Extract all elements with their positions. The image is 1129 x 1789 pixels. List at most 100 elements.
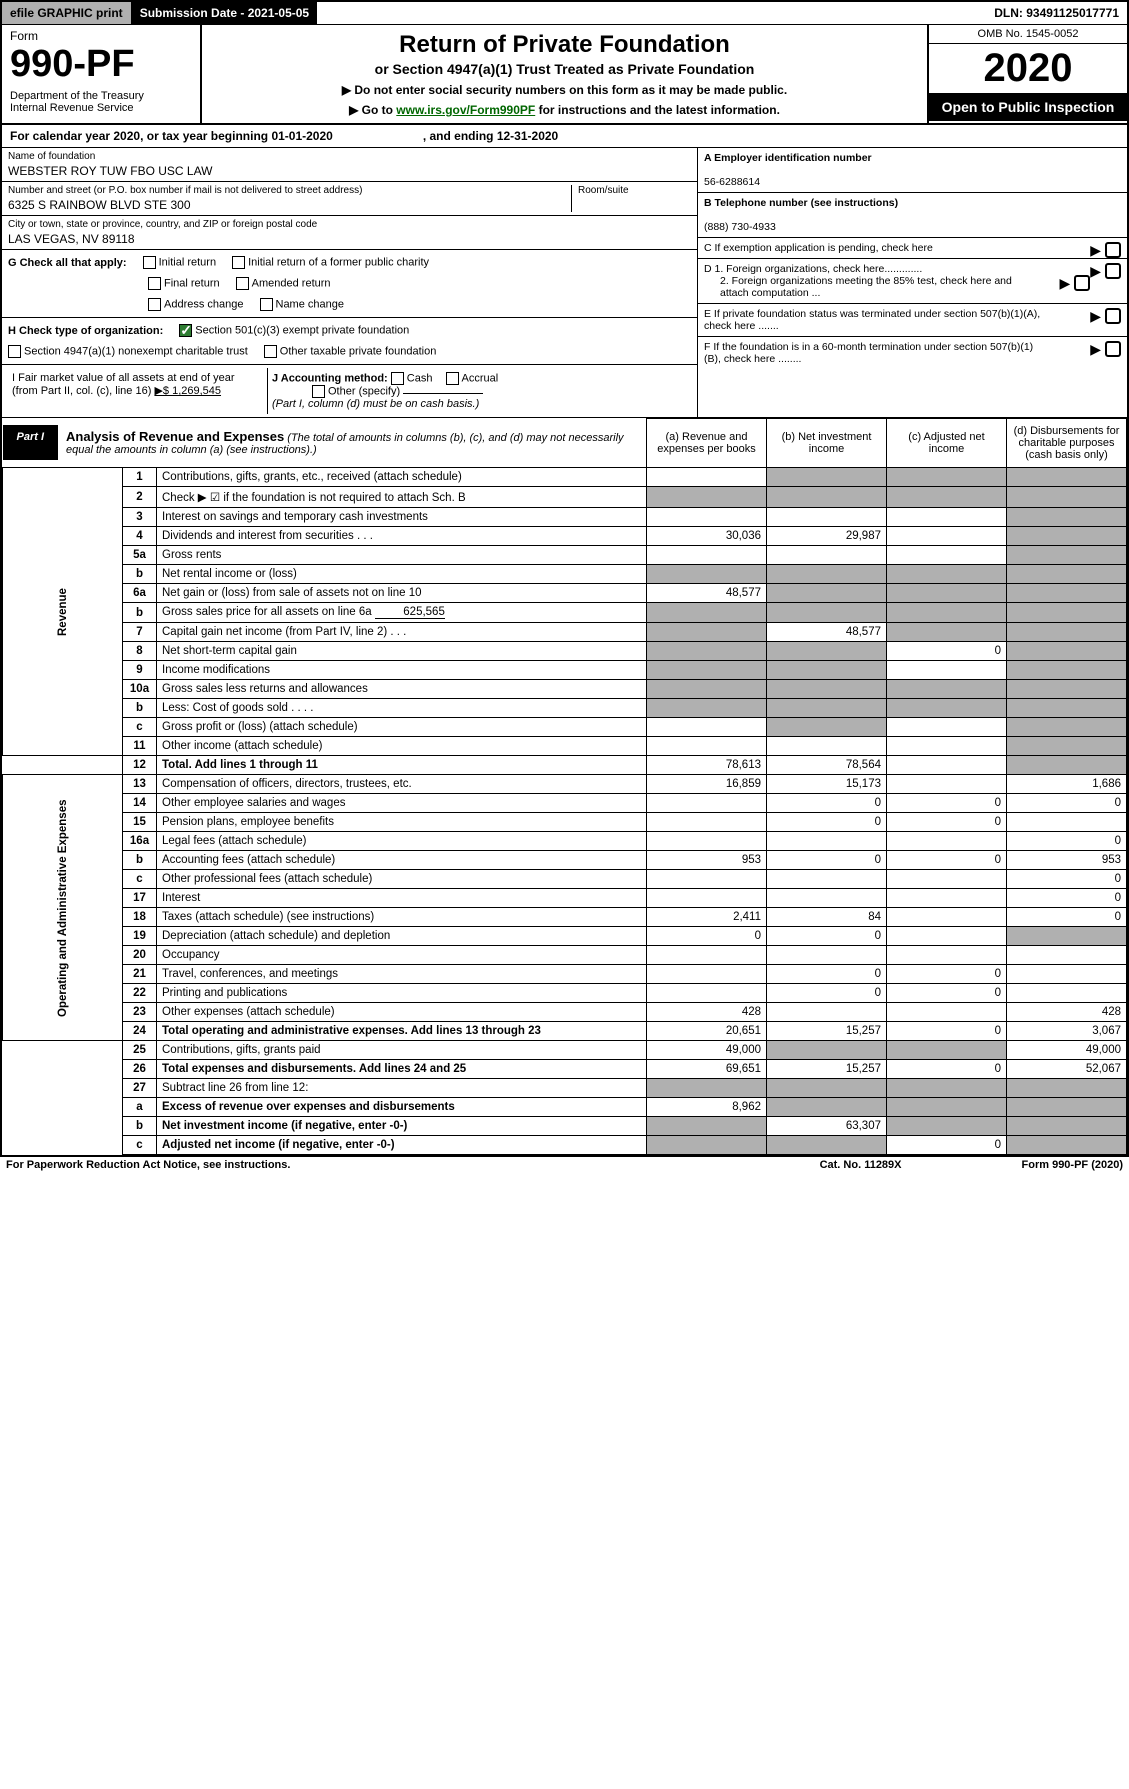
entity-right: A Employer identification number 56-6288… — [697, 148, 1127, 417]
table-row: aExcess of revenue over expenses and dis… — [3, 1098, 1127, 1117]
f-label: F If the foundation is in a 60-month ter… — [704, 341, 1044, 365]
initial-return-checkbox[interactable] — [143, 256, 156, 269]
header-right: OMB No. 1545-0052 2020 Open to Public In… — [927, 25, 1127, 123]
part1-title: Analysis of Revenue and Expenses — [66, 429, 284, 444]
footer-mid: Cat. No. 11289X — [820, 1159, 902, 1171]
table-row: cGross profit or (loss) (attach schedule… — [3, 718, 1127, 737]
header-left: Form 990-PF Department of the Treasury I… — [2, 25, 202, 123]
row-num: 1 — [123, 468, 157, 487]
table-row: cAdjusted net income (if negative, enter… — [3, 1136, 1127, 1155]
h-checks: H Check type of organization: Section 50… — [2, 317, 697, 364]
header-note-2: ▶ Go to www.irs.gov/Form990PF for instru… — [208, 103, 921, 117]
table-row: 2Check ▶ ☑ if the foundation is not requ… — [3, 487, 1127, 508]
table-row: 6aNet gain or (loss) from sale of assets… — [3, 584, 1127, 603]
i-j-row: I Fair market value of all assets at end… — [2, 364, 697, 417]
ein-label: A Employer identification number — [704, 152, 872, 164]
f-checkbox[interactable] — [1105, 341, 1121, 357]
g-label: G Check all that apply: — [8, 257, 127, 269]
department: Department of the Treasury Internal Reve… — [10, 90, 192, 114]
table-row: cOther professional fees (attach schedul… — [3, 870, 1127, 889]
amended-return-label: Amended return — [252, 277, 331, 289]
header-center: Return of Private Foundation or Section … — [202, 25, 927, 123]
instructions-link[interactable]: www.irs.gov/Form990PF — [396, 103, 535, 117]
4947-label: Section 4947(a)(1) nonexempt charitable … — [24, 345, 248, 357]
amended-return-checkbox[interactable] — [236, 277, 249, 290]
city-cell: City or town, state or province, country… — [2, 216, 697, 250]
table-row: 12Total. Add lines 1 through 1178,61378,… — [3, 756, 1127, 775]
table-row: 4Dividends and interest from securities … — [3, 527, 1127, 546]
c-box: C If exemption application is pending, c… — [698, 238, 1127, 259]
accrual-checkbox[interactable] — [446, 372, 459, 385]
table-row: 16aLegal fees (attach schedule)0 — [3, 832, 1127, 851]
table-row: 9Income modifications — [3, 661, 1127, 680]
note2-pre: ▶ Go to — [349, 103, 396, 117]
table-row: 5aGross rents — [3, 546, 1127, 565]
other-taxable-checkbox[interactable] — [264, 345, 277, 358]
name-change-checkbox[interactable] — [260, 298, 273, 311]
table-row: bLess: Cost of goods sold . . . . — [3, 699, 1127, 718]
form-container: efile GRAPHIC print Submission Date - 20… — [0, 0, 1129, 1157]
501c3-label: Section 501(c)(3) exempt private foundat… — [195, 324, 409, 336]
table-row: bGross sales price for all assets on lin… — [3, 603, 1127, 623]
e-label: E If private foundation status was termi… — [704, 308, 1044, 332]
501c3-checkbox[interactable] — [179, 324, 192, 337]
other-method-label: Other (specify) — [328, 385, 400, 397]
cash-checkbox[interactable] — [391, 372, 404, 385]
address: 6325 S RAINBOW BLVD STE 300 — [8, 196, 571, 212]
top-bar: efile GRAPHIC print Submission Date - 20… — [2, 2, 1127, 25]
g-checks: G Check all that apply: Initial return I… — [2, 250, 697, 317]
h-label: H Check type of organization: — [8, 325, 163, 337]
accrual-label: Accrual — [462, 372, 499, 384]
footer: For Paperwork Reduction Act Notice, see … — [0, 1157, 1129, 1173]
table-row: Operating and Administrative Expenses 13… — [3, 775, 1127, 794]
row-desc: Contributions, gifts, grants, etc., rece… — [157, 468, 647, 487]
col-d-header: (d) Disbursements for charitable purpose… — [1007, 419, 1127, 468]
initial-return-label: Initial return — [159, 256, 216, 268]
table-row: 26Total expenses and disbursements. Add … — [3, 1060, 1127, 1079]
other-taxable-label: Other taxable private foundation — [280, 345, 437, 357]
form-title: Return of Private Foundation — [208, 31, 921, 59]
c-checkbox[interactable] — [1105, 242, 1121, 258]
address-cell: Number and street (or P.O. box number if… — [2, 182, 697, 216]
submission-date: Submission Date - 2021-05-05 — [132, 2, 317, 24]
d2-checkbox[interactable] — [1074, 275, 1090, 291]
col-a-header: (a) Revenue and expenses per books — [647, 419, 767, 468]
ein-box: A Employer identification number 56-6288… — [698, 148, 1127, 193]
d-box: D 1. Foreign organizations, check here..… — [698, 259, 1127, 304]
final-return-label: Final return — [164, 277, 220, 289]
entity-info: Name of foundation WEBSTER ROY TUW FBO U… — [2, 148, 1127, 418]
other-method-checkbox[interactable] — [312, 385, 325, 398]
table-row: 7Capital gain net income (from Part IV, … — [3, 623, 1127, 642]
form-subtitle: or Section 4947(a)(1) Trust Treated as P… — [208, 61, 921, 77]
table-row: 14Other employee salaries and wages000 — [3, 794, 1127, 813]
initial-former-checkbox[interactable] — [232, 256, 245, 269]
city-label: City or town, state or province, country… — [8, 219, 691, 230]
d1-label: D 1. Foreign organizations, check here..… — [704, 263, 922, 275]
other-method-fill[interactable] — [403, 393, 483, 394]
d1-checkbox[interactable] — [1105, 263, 1121, 279]
e-checkbox[interactable] — [1105, 308, 1121, 324]
form-label: Form — [10, 29, 192, 43]
omb-number: OMB No. 1545-0052 — [929, 25, 1127, 44]
part1-tag: Part I — [3, 425, 59, 460]
initial-former-label: Initial return of a former public charit… — [248, 256, 429, 268]
table-row: 27Subtract line 26 from line 12: — [3, 1079, 1127, 1098]
form-number: 990-PF — [10, 43, 192, 86]
footer-right: Form 990-PF (2020) — [1022, 1159, 1123, 1171]
4947-checkbox[interactable] — [8, 345, 21, 358]
calendar-year-row: For calendar year 2020, or tax year begi… — [2, 125, 1127, 148]
table-row: 25Contributions, gifts, grants paid49,00… — [3, 1041, 1127, 1060]
footer-left: For Paperwork Reduction Act Notice, see … — [6, 1159, 290, 1171]
table-row: 15Pension plans, employee benefits00 — [3, 813, 1127, 832]
table-row: Revenue 1Contributions, gifts, grants, e… — [3, 468, 1127, 487]
efile-button[interactable]: efile GRAPHIC print — [2, 2, 132, 24]
table-row: 11Other income (attach schedule) — [3, 737, 1127, 756]
final-return-checkbox[interactable] — [148, 277, 161, 290]
revenue-side-label: Revenue — [3, 468, 123, 756]
tel-label: B Telephone number (see instructions) — [704, 197, 898, 209]
table-row: 3Interest on savings and temporary cash … — [3, 508, 1127, 527]
address-change-checkbox[interactable] — [148, 298, 161, 311]
open-to-public: Open to Public Inspection — [929, 93, 1127, 121]
name-change-label: Name change — [276, 298, 345, 310]
telephone-box: B Telephone number (see instructions) (8… — [698, 193, 1127, 238]
